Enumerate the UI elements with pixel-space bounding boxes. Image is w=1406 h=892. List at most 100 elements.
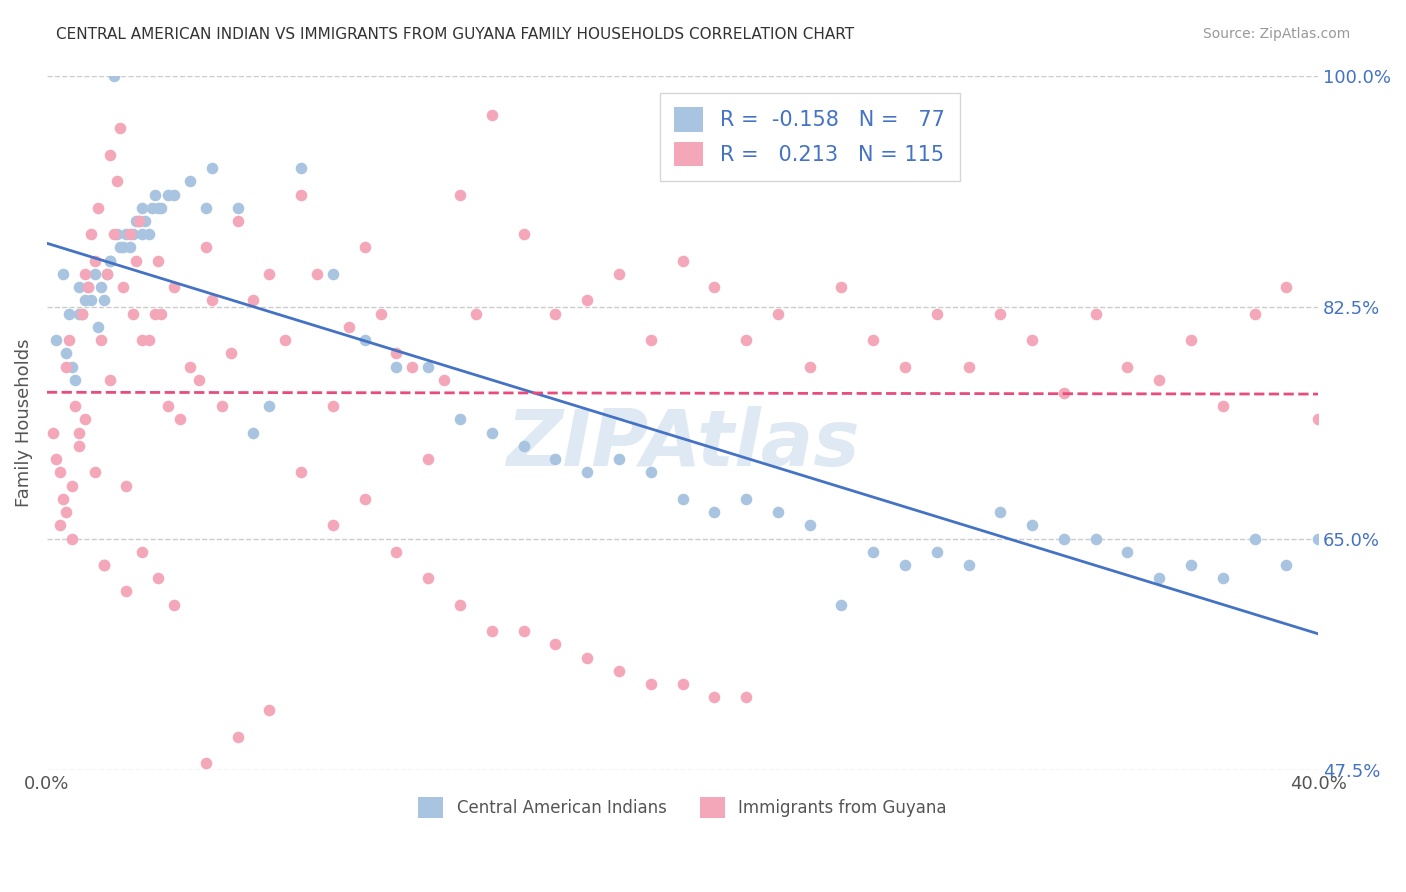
Point xyxy=(735,690,758,705)
Point xyxy=(1275,280,1298,294)
Point xyxy=(100,373,122,387)
Point xyxy=(121,307,143,321)
Point xyxy=(305,267,328,281)
Point xyxy=(58,333,80,347)
Point xyxy=(337,319,360,334)
Point xyxy=(640,466,662,480)
Point xyxy=(163,598,186,612)
Point xyxy=(385,359,408,374)
Point xyxy=(45,333,67,347)
Point xyxy=(607,267,630,281)
Point xyxy=(290,187,312,202)
Point xyxy=(290,466,312,480)
Point xyxy=(671,677,693,691)
Point xyxy=(862,333,884,347)
Point xyxy=(201,293,224,308)
Point xyxy=(112,280,135,294)
Point xyxy=(512,227,534,242)
Point xyxy=(60,478,83,492)
Point xyxy=(259,703,281,717)
Point xyxy=(290,161,312,175)
Point xyxy=(96,267,118,281)
Point xyxy=(128,214,150,228)
Point xyxy=(862,545,884,559)
Point xyxy=(894,558,917,572)
Point xyxy=(83,253,105,268)
Point xyxy=(70,307,93,321)
Point xyxy=(226,730,249,744)
Point xyxy=(1147,571,1170,585)
Point xyxy=(125,214,148,228)
Point xyxy=(576,466,599,480)
Point xyxy=(48,466,70,480)
Point xyxy=(65,373,87,387)
Point xyxy=(353,333,375,347)
Point xyxy=(512,439,534,453)
Point xyxy=(90,280,112,294)
Point xyxy=(512,624,534,639)
Point xyxy=(226,201,249,215)
Point xyxy=(93,558,115,572)
Point xyxy=(194,240,217,254)
Point xyxy=(141,201,163,215)
Point xyxy=(640,333,662,347)
Point xyxy=(418,452,440,467)
Point xyxy=(957,558,980,572)
Point xyxy=(143,307,166,321)
Point xyxy=(58,307,80,321)
Point xyxy=(194,756,217,771)
Point xyxy=(134,214,156,228)
Point xyxy=(163,187,186,202)
Point xyxy=(1212,399,1234,413)
Point xyxy=(80,293,103,308)
Point xyxy=(211,399,233,413)
Point xyxy=(322,399,344,413)
Point xyxy=(143,187,166,202)
Point xyxy=(242,425,264,440)
Point xyxy=(322,518,344,533)
Point xyxy=(894,359,917,374)
Point xyxy=(42,425,65,440)
Point xyxy=(353,491,375,506)
Point xyxy=(83,267,105,281)
Point xyxy=(830,280,852,294)
Point xyxy=(55,359,77,374)
Point xyxy=(640,677,662,691)
Point xyxy=(766,307,789,321)
Point xyxy=(1308,412,1330,426)
Point xyxy=(576,293,599,308)
Point xyxy=(83,466,105,480)
Point xyxy=(118,227,141,242)
Point xyxy=(150,201,173,215)
Point xyxy=(1053,386,1076,401)
Point xyxy=(1116,359,1139,374)
Point xyxy=(607,452,630,467)
Point xyxy=(370,307,392,321)
Point xyxy=(73,293,96,308)
Point xyxy=(131,333,153,347)
Point xyxy=(90,333,112,347)
Point xyxy=(115,227,138,242)
Point xyxy=(77,280,100,294)
Point xyxy=(481,108,503,122)
Point xyxy=(353,240,375,254)
Point xyxy=(925,545,948,559)
Point xyxy=(1147,373,1170,387)
Point xyxy=(735,333,758,347)
Point xyxy=(418,571,440,585)
Point xyxy=(401,359,423,374)
Point xyxy=(988,307,1011,321)
Point xyxy=(73,412,96,426)
Point xyxy=(146,253,169,268)
Point xyxy=(100,253,122,268)
Point xyxy=(105,174,128,188)
Point xyxy=(105,227,128,242)
Point xyxy=(481,425,503,440)
Point xyxy=(188,373,211,387)
Point xyxy=(1308,532,1330,546)
Point xyxy=(1021,333,1043,347)
Point xyxy=(703,280,725,294)
Point xyxy=(80,227,103,242)
Point xyxy=(163,280,186,294)
Point xyxy=(67,307,90,321)
